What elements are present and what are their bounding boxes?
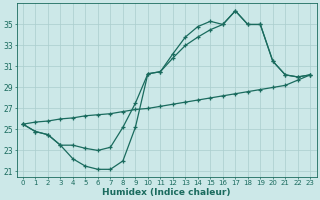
- X-axis label: Humidex (Indice chaleur): Humidex (Indice chaleur): [102, 188, 231, 197]
